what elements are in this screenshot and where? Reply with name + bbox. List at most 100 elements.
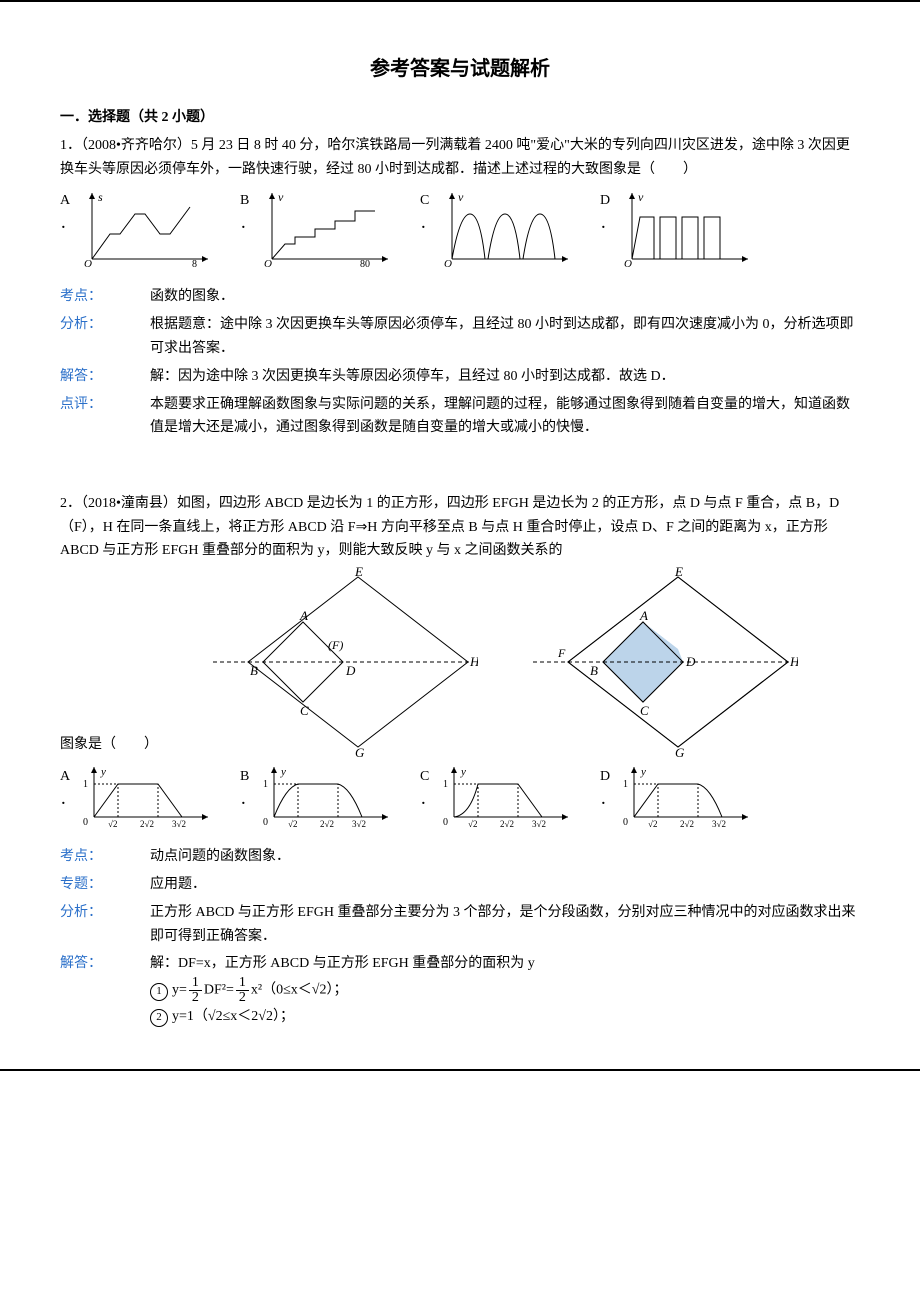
svg-text:2√2: 2√2	[140, 819, 154, 827]
label-jieda: 解答：	[60, 952, 150, 1029]
svg-text:H: H	[469, 654, 478, 669]
q2-analysis: 考点： 动点问题的函数图象． 专题： 应用题． 分析： 正方形 ABCD 与正方…	[60, 845, 860, 1029]
curve-c-icon: 0 y 1 √2 2√2 3√2	[440, 765, 570, 827]
label-zhuanti: 专题：	[60, 873, 150, 897]
q2-kaodian: 动点问题的函数图象．	[150, 845, 860, 869]
svg-text:2√2: 2√2	[320, 819, 334, 827]
svg-text:B: B	[250, 663, 258, 678]
svg-text:y: y	[280, 766, 286, 778]
graph-a-icon: O s 8	[80, 189, 210, 267]
q1-dianping: 本题要求正确理解函数图象与实际问题的关系，理解问题的过程，能够通过图象得到随着自…	[150, 393, 860, 441]
svg-text:C: C	[640, 703, 649, 718]
svg-text:3√2: 3√2	[352, 819, 366, 827]
svg-text:O: O	[624, 258, 632, 267]
q1-option-c: C． O v	[420, 189, 570, 267]
diamond-right-icon: E H G A F D B C	[528, 567, 798, 757]
option-label: A．	[60, 765, 74, 813]
svg-text:A: A	[299, 608, 308, 623]
svg-text:B: B	[590, 663, 598, 678]
q2-jieda-eq1: 1y=12DF²=12x²（0≤x＜√2）；	[150, 976, 860, 1005]
option-label: B．	[240, 765, 254, 813]
svg-text:O: O	[84, 258, 92, 267]
q2-option-c: C． 0 y 1 √22√23√2	[420, 765, 570, 827]
svg-text:2√2: 2√2	[500, 819, 514, 827]
q1-analysis: 考点： 函数的图象． 分析： 根据题意：途中除 3 次因更换车头等原因必须停车，…	[60, 285, 860, 440]
svg-text:y: y	[640, 766, 646, 778]
svg-text:3√2: 3√2	[712, 819, 726, 827]
q1-options: A． O s 8 B． O v 80 C．	[60, 189, 860, 267]
svg-text:G: G	[355, 745, 365, 757]
svg-text:√2: √2	[108, 819, 117, 827]
svg-text:F: F	[557, 646, 566, 660]
svg-text:v: v	[458, 190, 464, 204]
svg-text:(F): (F)	[328, 638, 343, 652]
svg-text:1: 1	[623, 779, 628, 790]
svg-text:y: y	[460, 766, 466, 778]
q2-options: A． 0 y 1 √2 2√2 3√2 B． 0 y 1 √2	[60, 765, 860, 827]
diamond-left-icon: E H G A (F) D B C	[208, 567, 478, 757]
q1-option-d: D． O v	[600, 189, 750, 267]
svg-text:H: H	[789, 654, 798, 669]
svg-text:0: 0	[623, 817, 628, 827]
svg-text:√2: √2	[288, 819, 297, 827]
svg-text:2√2: 2√2	[680, 819, 694, 827]
q2-stem: 2．（2018•潼南县）如图，四边形 ABCD 是边长为 1 的正方形，四边形 …	[60, 492, 860, 563]
svg-text:0: 0	[263, 817, 268, 827]
curve-a-icon: 0 y 1 √22√23√2	[80, 765, 210, 827]
circled-2-icon: 2	[150, 1009, 168, 1027]
q1-stem: 1．（2008•齐齐哈尔）5 月 23 日 8 时 40 分，哈尔滨铁路局一列满…	[60, 134, 860, 182]
svg-text:1: 1	[83, 779, 88, 790]
curve-b-icon: 0 y 1 √2 2√2 3√2	[260, 765, 390, 827]
svg-text:D: D	[685, 654, 696, 669]
q2-stem-tail: 图象是（ ）	[60, 733, 158, 757]
label-fenxi: 分析：	[60, 901, 150, 949]
svg-text:0: 0	[83, 817, 88, 827]
option-label: A．	[60, 189, 74, 237]
label-kaodian: 考点：	[60, 845, 150, 869]
svg-text:8: 8	[192, 259, 197, 267]
q2-jieda-eq2: 2y=1（√2≤x＜2√2）；	[150, 1005, 860, 1029]
q2-option-a: A． 0 y 1 √22√23√2	[60, 765, 210, 827]
svg-text:v: v	[638, 190, 644, 204]
svg-text:A: A	[639, 608, 648, 623]
q1-fenxi: 根据题意：途中除 3 次因更换车头等原因必须停车，且经过 80 小时到达成都，即…	[150, 313, 860, 361]
q1-jieda: 解：因为途中除 3 次因更换车头等原因必须停车，且经过 80 小时到达成都．故选…	[150, 365, 860, 389]
svg-text:v: v	[278, 190, 284, 204]
graph-c-icon: O v	[440, 189, 570, 267]
section-heading: 一．选择题（共 2 小题）	[60, 106, 860, 130]
svg-text:O: O	[264, 258, 272, 267]
option-label: D．	[600, 765, 614, 813]
q2-zhuanti: 应用题．	[150, 873, 860, 897]
svg-text:C: C	[300, 703, 309, 718]
svg-text:0: 0	[443, 817, 448, 827]
label-fenxi: 分析：	[60, 313, 150, 361]
label-dianping: 点评：	[60, 393, 150, 441]
svg-text:1: 1	[443, 779, 448, 790]
svg-text:√2: √2	[648, 819, 657, 827]
label-jieda: 解答：	[60, 365, 150, 389]
svg-text:3√2: 3√2	[532, 819, 546, 827]
svg-text:1: 1	[263, 779, 268, 790]
q2-jieda-line0: 解：DF=x，正方形 ABCD 与正方形 EFGH 重叠部分的面积为 y	[150, 952, 860, 976]
option-label: B．	[240, 189, 254, 237]
svg-text:E: E	[674, 567, 683, 579]
q2-fenxi: 正方形 ABCD 与正方形 EFGH 重叠部分主要分为 3 个部分，是个分段函数…	[150, 901, 860, 949]
q2-jieda: 解：DF=x，正方形 ABCD 与正方形 EFGH 重叠部分的面积为 y 1y=…	[150, 952, 860, 1029]
q1-option-b: B． O v 80	[240, 189, 390, 267]
circled-1-icon: 1	[150, 983, 168, 1001]
svg-text:O: O	[444, 258, 452, 267]
q2-option-d: D． 0 y 1 √2 2√2 3√2	[600, 765, 750, 827]
svg-text:D: D	[345, 663, 356, 678]
svg-text:s: s	[98, 190, 103, 204]
graph-d-icon: O v	[620, 189, 750, 267]
q2-option-b: B． 0 y 1 √2 2√2 3√2	[240, 765, 390, 827]
option-label: D．	[600, 189, 614, 237]
svg-text:E: E	[354, 567, 363, 579]
q2-figures: 图象是（ ） E H G A (F) D B C E H G A F D B C	[60, 567, 860, 757]
q1-kaodian: 函数的图象．	[150, 285, 860, 309]
svg-text:y: y	[100, 766, 106, 778]
option-label: C．	[420, 189, 434, 237]
svg-text:80: 80	[360, 259, 370, 267]
graph-b-icon: O v 80	[260, 189, 390, 267]
svg-text:√2: √2	[468, 819, 477, 827]
